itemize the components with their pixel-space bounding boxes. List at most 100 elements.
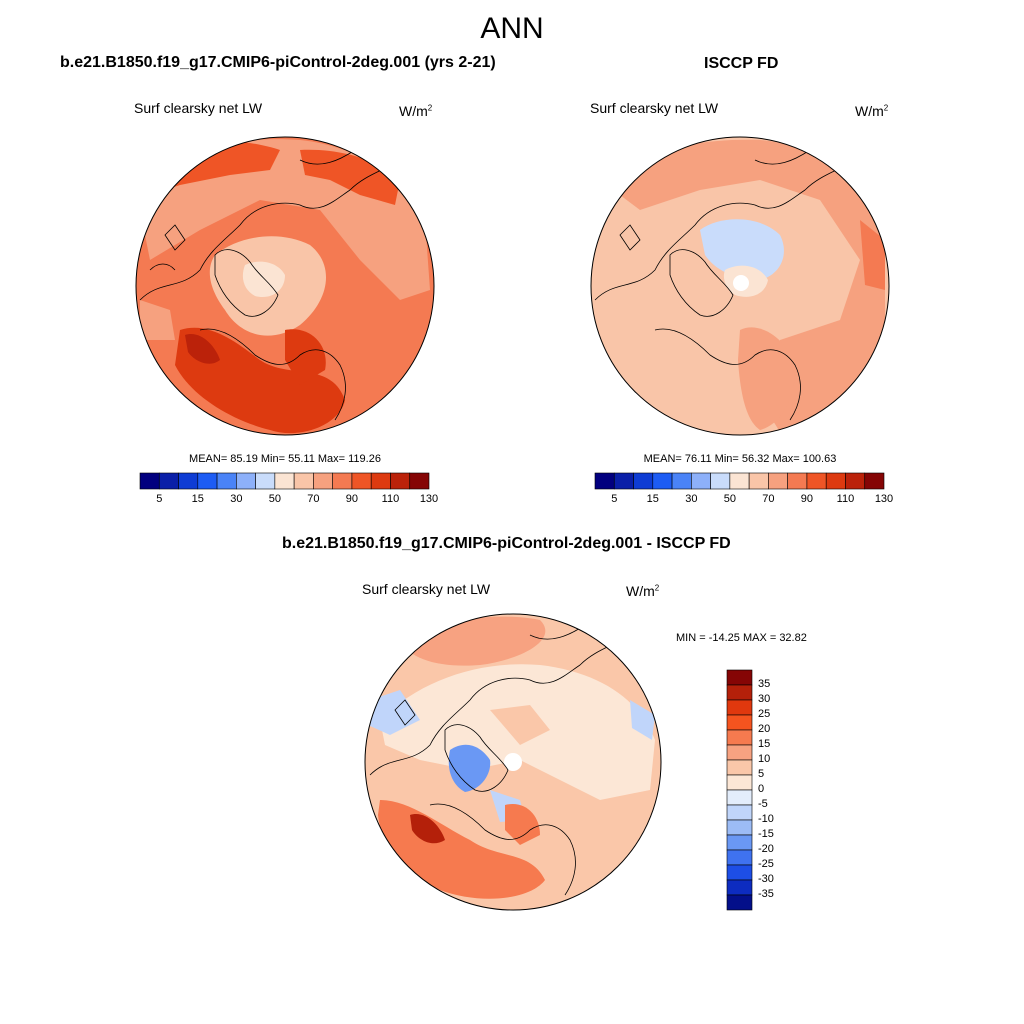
- map-obs-border: [590, 136, 890, 436]
- colorbar-swatch: [236, 472, 256, 490]
- colorbar-tick-label: 15: [191, 493, 204, 505]
- map-obs-coastlines: [594, 147, 856, 421]
- panel-diff-stats: MIN = -14.25 MAX = 32.82: [676, 632, 807, 644]
- colorbar-swatch: [216, 472, 237, 490]
- colorbar-swatch: [787, 472, 808, 490]
- map-model: [136, 137, 434, 435]
- colorbar-swatch: [748, 472, 769, 490]
- colorbar-tick-label: 90: [345, 493, 359, 505]
- colorbar-tick-label: 50: [268, 493, 281, 505]
- colorbar-swatch: [710, 472, 731, 490]
- colorbar-tick-label: 25: [758, 708, 771, 720]
- panel-model-units: W/m2: [399, 103, 433, 119]
- panel-obs-variable: Surf clearsky net LW: [590, 100, 719, 116]
- colorbar-swatch: [409, 472, 430, 490]
- colorbar-tick-label: 90: [800, 493, 814, 505]
- colorbar-swatch: [726, 729, 753, 746]
- colorbar-tick-label: -15: [758, 828, 774, 840]
- panel-diff-variable: Surf clearsky net LW: [362, 581, 491, 597]
- colorbar-swatch: [726, 804, 753, 821]
- figure-title: ANN: [480, 12, 544, 45]
- colorbar-tick-label: 50: [723, 493, 736, 505]
- colorbar-swatch: [806, 472, 827, 490]
- colorbar-swatch: [633, 472, 654, 490]
- colorbar-swatch: [652, 472, 673, 490]
- colorbar-swatch: [726, 744, 753, 761]
- colorbar-swatch: [613, 472, 634, 490]
- colorbar-tick-label: 20: [758, 723, 771, 735]
- colorbar-swatch: [726, 759, 753, 776]
- colorbar-model: [139, 472, 430, 490]
- colorbar-obs: [594, 472, 885, 490]
- colorbar-swatch: [274, 472, 295, 490]
- colorbar-swatch: [313, 472, 333, 490]
- colorbar-swatch: [726, 669, 753, 686]
- panel-model-case-title: b.e21.B1850.f19_g17.CMIP6-piControl-2deg…: [60, 54, 496, 71]
- colorbar-tick-label: 110: [381, 493, 400, 505]
- panel-diff-units: W/m2: [626, 583, 660, 599]
- colorbar-swatch: [332, 472, 353, 490]
- colorbar-swatch: [726, 819, 753, 836]
- map-diff: [365, 614, 661, 910]
- colorbar-tick-label: 70: [762, 493, 775, 505]
- colorbar-tick-label: -30: [758, 873, 774, 885]
- colorbar-tick-label: 70: [307, 493, 320, 505]
- colorbar-swatch: [370, 472, 391, 490]
- colorbar-swatch: [729, 472, 750, 490]
- panel-model-variable: Surf clearsky net LW: [134, 100, 263, 116]
- colorbar-swatch: [594, 472, 615, 490]
- colorbar-tick-label: -25: [758, 858, 774, 870]
- colorbar-swatch: [390, 472, 411, 490]
- panel-obs-stats: MEAN= 76.11 Min= 56.32 Max= 100.63: [643, 453, 837, 465]
- colorbar-swatch: [158, 472, 179, 490]
- panel-model-stats: MEAN= 85.19 Min= 55.11 Max= 119.26: [189, 453, 381, 465]
- colorbar-tick-label: 110: [836, 493, 855, 505]
- colorbar-swatch: [726, 774, 753, 791]
- colorbar-tick-label: 30: [758, 693, 771, 705]
- colorbar-tick-label: -5: [758, 798, 768, 810]
- colorbar-swatch: [255, 472, 276, 490]
- colorbar-tick-label: 5: [758, 768, 765, 780]
- colorbar-tick-label: 0: [758, 783, 765, 795]
- colorbar-swatch: [671, 472, 692, 490]
- colorbar-swatch: [864, 472, 885, 490]
- colorbar-tick-label: -20: [758, 843, 774, 855]
- panel-obs-units: W/m2: [855, 103, 889, 119]
- colorbar-tick-label: 5: [156, 493, 163, 505]
- colorbar-swatch: [691, 472, 711, 490]
- colorbar-tick-label: -35: [758, 888, 774, 900]
- colorbar-swatch: [726, 834, 753, 851]
- map-obs: [591, 137, 889, 435]
- colorbar-swatch: [726, 684, 753, 701]
- colorbar-swatch: [726, 714, 753, 731]
- colorbar-swatch: [726, 849, 753, 866]
- map-model-border: [135, 136, 435, 436]
- colorbar-swatch: [351, 472, 372, 490]
- colorbar-tick-label: 130: [874, 493, 894, 505]
- colorbar-swatch: [845, 472, 866, 490]
- colorbar-tick-label: 15: [646, 493, 659, 505]
- colorbar-swatch: [726, 699, 753, 716]
- colorbar-swatch: [726, 879, 753, 896]
- colorbar-swatch: [139, 472, 160, 490]
- colorbar-tick-label: 10: [758, 753, 771, 765]
- colorbar-tick-label: 30: [685, 493, 698, 505]
- colorbar-swatch: [178, 472, 199, 490]
- colorbar-tick-label: 30: [230, 493, 243, 505]
- colorbar-swatch: [768, 472, 788, 490]
- panel-diff-case-title: b.e21.B1850.f19_g17.CMIP6-piControl-2deg…: [282, 535, 731, 552]
- map-diff-border: [364, 613, 662, 911]
- panel-obs-case-title: ISCCP FD: [704, 55, 779, 72]
- colorbar-swatch: [197, 472, 218, 490]
- colorbar-swatch: [293, 472, 314, 490]
- colorbar-tick-label: 35: [758, 678, 771, 690]
- colorbar-swatch: [726, 864, 753, 881]
- colorbar-diff: [726, 669, 753, 911]
- colorbar-swatch: [726, 789, 753, 806]
- colorbar-tick-label: -10: [758, 813, 774, 825]
- colorbar-swatch: [825, 472, 846, 490]
- colorbar-tick-label: 130: [419, 493, 439, 505]
- colorbar-tick-label: 5: [611, 493, 618, 505]
- colorbar-swatch: [726, 894, 753, 911]
